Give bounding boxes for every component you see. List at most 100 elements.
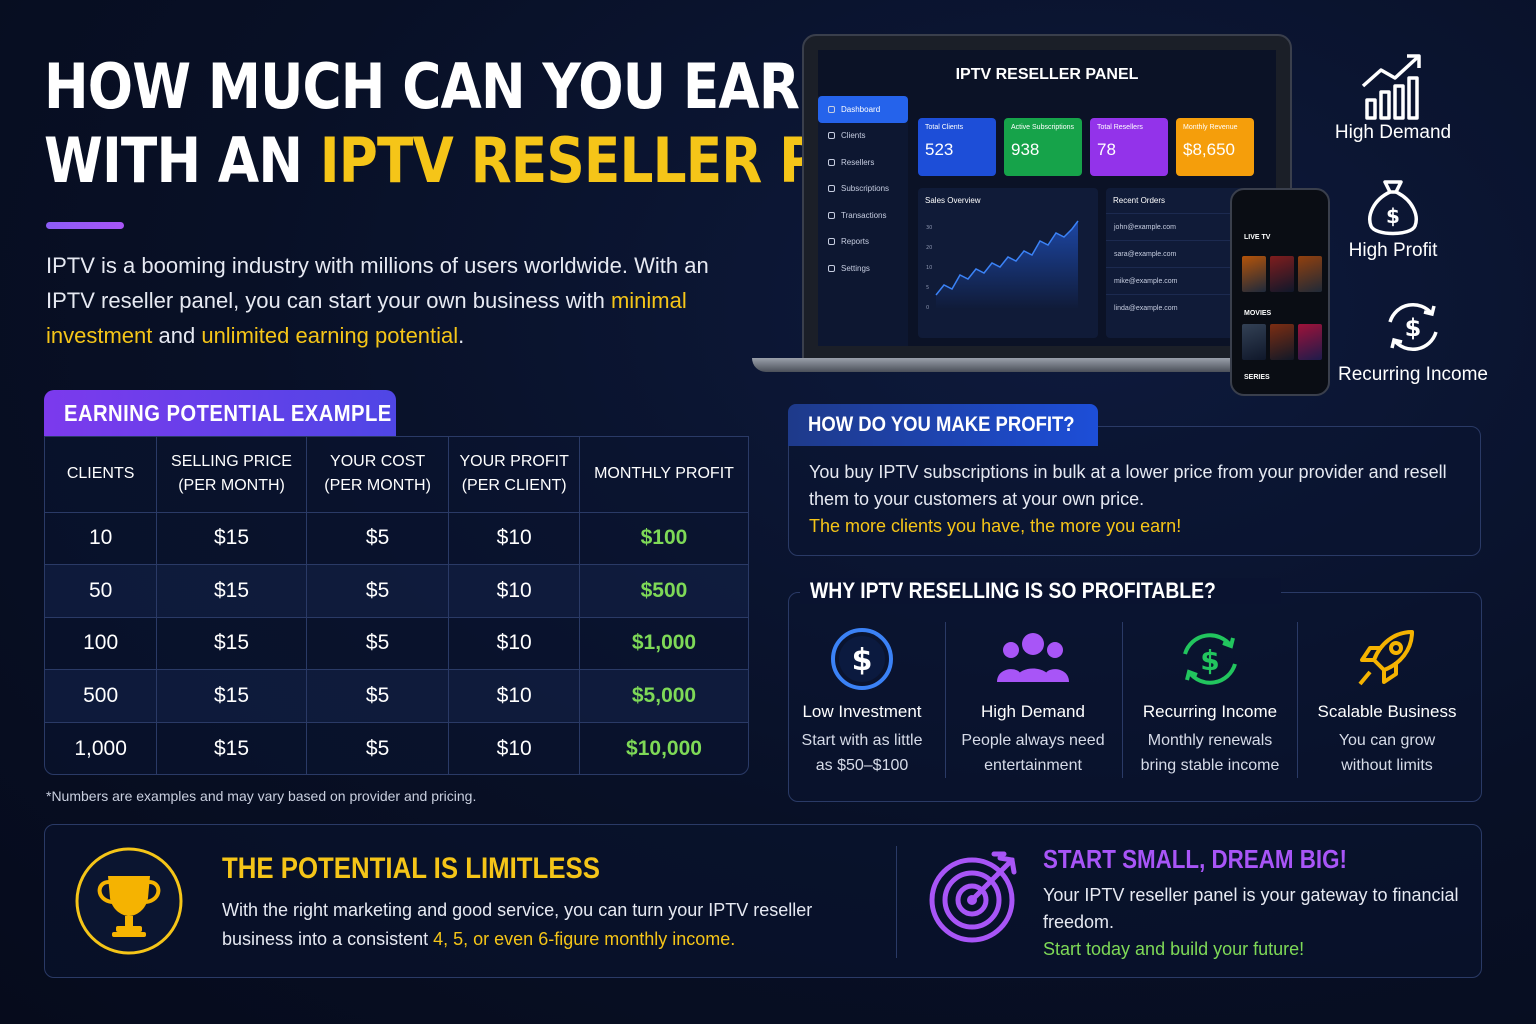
cell-cost: $5 [306,617,450,670]
bottom-banner [44,824,1482,978]
earning-table: CLIENTS SELLING PRICE (PER MONTH) YOUR COST… [44,436,749,775]
sidebar-item-dashboard[interactable]: Dashboard [818,96,908,123]
profit-box: You buy IPTV subscriptions in bulk at a … [788,426,1481,556]
stat-label: Total Resellers [1097,124,1143,131]
feature-high-profit: $ High Profit [1318,176,1468,262]
profit-tab: HOW DO YOU MAKE PROFIT? [788,404,1098,446]
table-row: 50 $15 $5 $10 $500 [45,564,748,618]
cell-clients: 50 [45,564,158,618]
earning-tab: EARNING POTENTIAL EXAMPLE [44,390,396,436]
header-line: (PER MONTH) [324,477,431,495]
why-item-desc-line: People always need [961,732,1105,749]
why-item-desc: You can grow without limits [1301,728,1473,778]
sidebar-item-label: Resellers [841,157,875,167]
stat-value: 78 [1097,140,1116,159]
menu-icon [828,211,835,219]
cell-price: $15 [156,512,307,565]
headline-line1: HOW MUCH CAN YOU EARN [44,50,844,123]
svg-text:$: $ [1405,314,1422,342]
phone-movies-label: MOVIES [1244,310,1272,317]
feature-recurring-income: $ Recurring Income [1338,296,1488,386]
why-item-desc: Start with as little as $50–$100 [776,728,948,778]
table-header-cell: CLIENTS [45,437,158,513]
cell-profit: $10 [448,617,580,670]
dream-title: START SMALL, DREAM BIG! [1043,844,1396,875]
menu-icon [828,132,835,140]
target-icon [929,851,1017,943]
intro-highlight-1: minimal investment [46,288,687,348]
growth-chart-icon [1361,54,1421,120]
why-item-desc-line: You can grow [1338,732,1436,749]
sales-line-chart: 30 20 10 5 0 [926,220,1079,311]
headline-line2: WITH AN IPTV RESELLER PANEL? [44,124,996,198]
headline: HOW MUCH CAN YOU EARN WITH AN IPTV RESEL… [44,50,996,198]
menu-icon [828,158,835,166]
sidebar-item-label: Dashboard [841,104,881,114]
poster [1270,256,1294,292]
cell-clients: 10 [45,512,158,565]
stat-card: Active Subscriptions 938 [1004,118,1082,176]
money-bag-icon: $ [1368,180,1418,236]
sidebar-item-reports[interactable]: Reports [818,229,908,256]
feature-recurring-income-label: Recurring Income [1338,364,1488,385]
poster [1242,256,1266,292]
cell-clients: 1,000 [45,722,158,774]
why-item-desc-line: Monthly renewals [1147,732,1273,749]
why-item-title: Low Investment [802,702,922,721]
cell-price: $15 [156,564,307,618]
table-header-cell: MONTHLY PROFIT [579,437,748,513]
poster [1298,256,1322,292]
table-header-row: CLIENTS SELLING PRICE (PER MONTH) YOUR COST… [45,437,748,513]
poster [1298,324,1322,360]
table-header-cell: YOUR COST (PER MONTH) [306,437,450,513]
sidebar-item-resellers[interactable]: Resellers [818,149,908,176]
phone-live-tv-label: LIVE TV [1244,234,1271,241]
recurring-dollar-icon: $ [1183,633,1237,685]
stat-value: 938 [1011,140,1040,159]
sidebar-item-subscriptions[interactable]: Subscriptions [818,176,908,203]
dream-highlight: Start today and build your future! [1043,939,1305,959]
stat-value: $8,650 [1183,140,1235,159]
svg-text:5: 5 [926,285,929,291]
cell-monthly: $500 [579,564,748,618]
why-item-desc-line: as $50–$100 [815,757,909,774]
cell-cost: $5 [306,564,450,618]
sidebar-item-settings[interactable]: Settings [818,255,908,282]
dream-text: Your IPTV reseller panel is your gateway… [1043,882,1473,963]
cell-cost: $5 [306,722,450,774]
order-email: mike@example.com [1114,277,1178,285]
recurring-dollar-icon: $ [1388,303,1438,351]
panel-sidebar: Dashboard Clients Resellers Subscriptions Tr… [818,96,908,346]
sidebar-item-label: Settings [841,263,870,273]
sidebar-item-label: Subscriptions [841,184,890,194]
intro-text-1: IPTV is a booming industry with millions… [46,253,709,313]
svg-text:$: $ [1386,204,1400,228]
cell-clients: 100 [45,617,158,670]
intro-text-2: and [152,323,202,348]
why-title: WHY IPTV RESELLING IS SO PROFITABLE? [800,578,1282,604]
sidebar-item-label: Reports [841,237,870,247]
trophy-icon [75,847,183,955]
sidebar-item-transactions[interactable]: Transactions [818,202,908,229]
menu-icon [828,105,835,113]
why-item-desc-line: bring stable income [1140,757,1280,774]
cell-monthly: $100 [579,512,748,565]
why-item-desc: Monthly renewals bring stable income [1124,728,1296,778]
footnote: *Numbers are examples and may vary based… [46,788,477,804]
svg-text:30: 30 [926,225,932,231]
why-item-recurring-income: $ Recurring Income Monthly renewals bring… [1124,622,1296,780]
stat-card: Total Resellers 78 [1090,118,1168,176]
sales-overview-panel: Sales Overview 30 20 10 5 0 [918,188,1098,338]
cell-profit: $10 [448,564,580,618]
table-header-cell: YOUR PROFIT (PER CLIENT) [448,437,580,513]
header-line: SELLING PRICE [171,453,292,471]
limitless-highlight: 4, 5, or even 6-figure monthly income. [433,929,736,949]
headline-line2-prefix: WITH AN [44,124,320,197]
phone-mockup: LIVE TV MOVIES SERIES [1230,188,1330,396]
table-row: 100 $15 $5 $10 $1,000 [45,617,748,670]
menu-icon [828,185,835,193]
stat-card: Total Clients 523 [918,118,996,176]
cell-profit: $10 [448,722,580,774]
why-item-low-investment: $ Low Investment Start with as little as … [776,622,948,780]
sidebar-item-clients[interactable]: Clients [818,123,908,150]
